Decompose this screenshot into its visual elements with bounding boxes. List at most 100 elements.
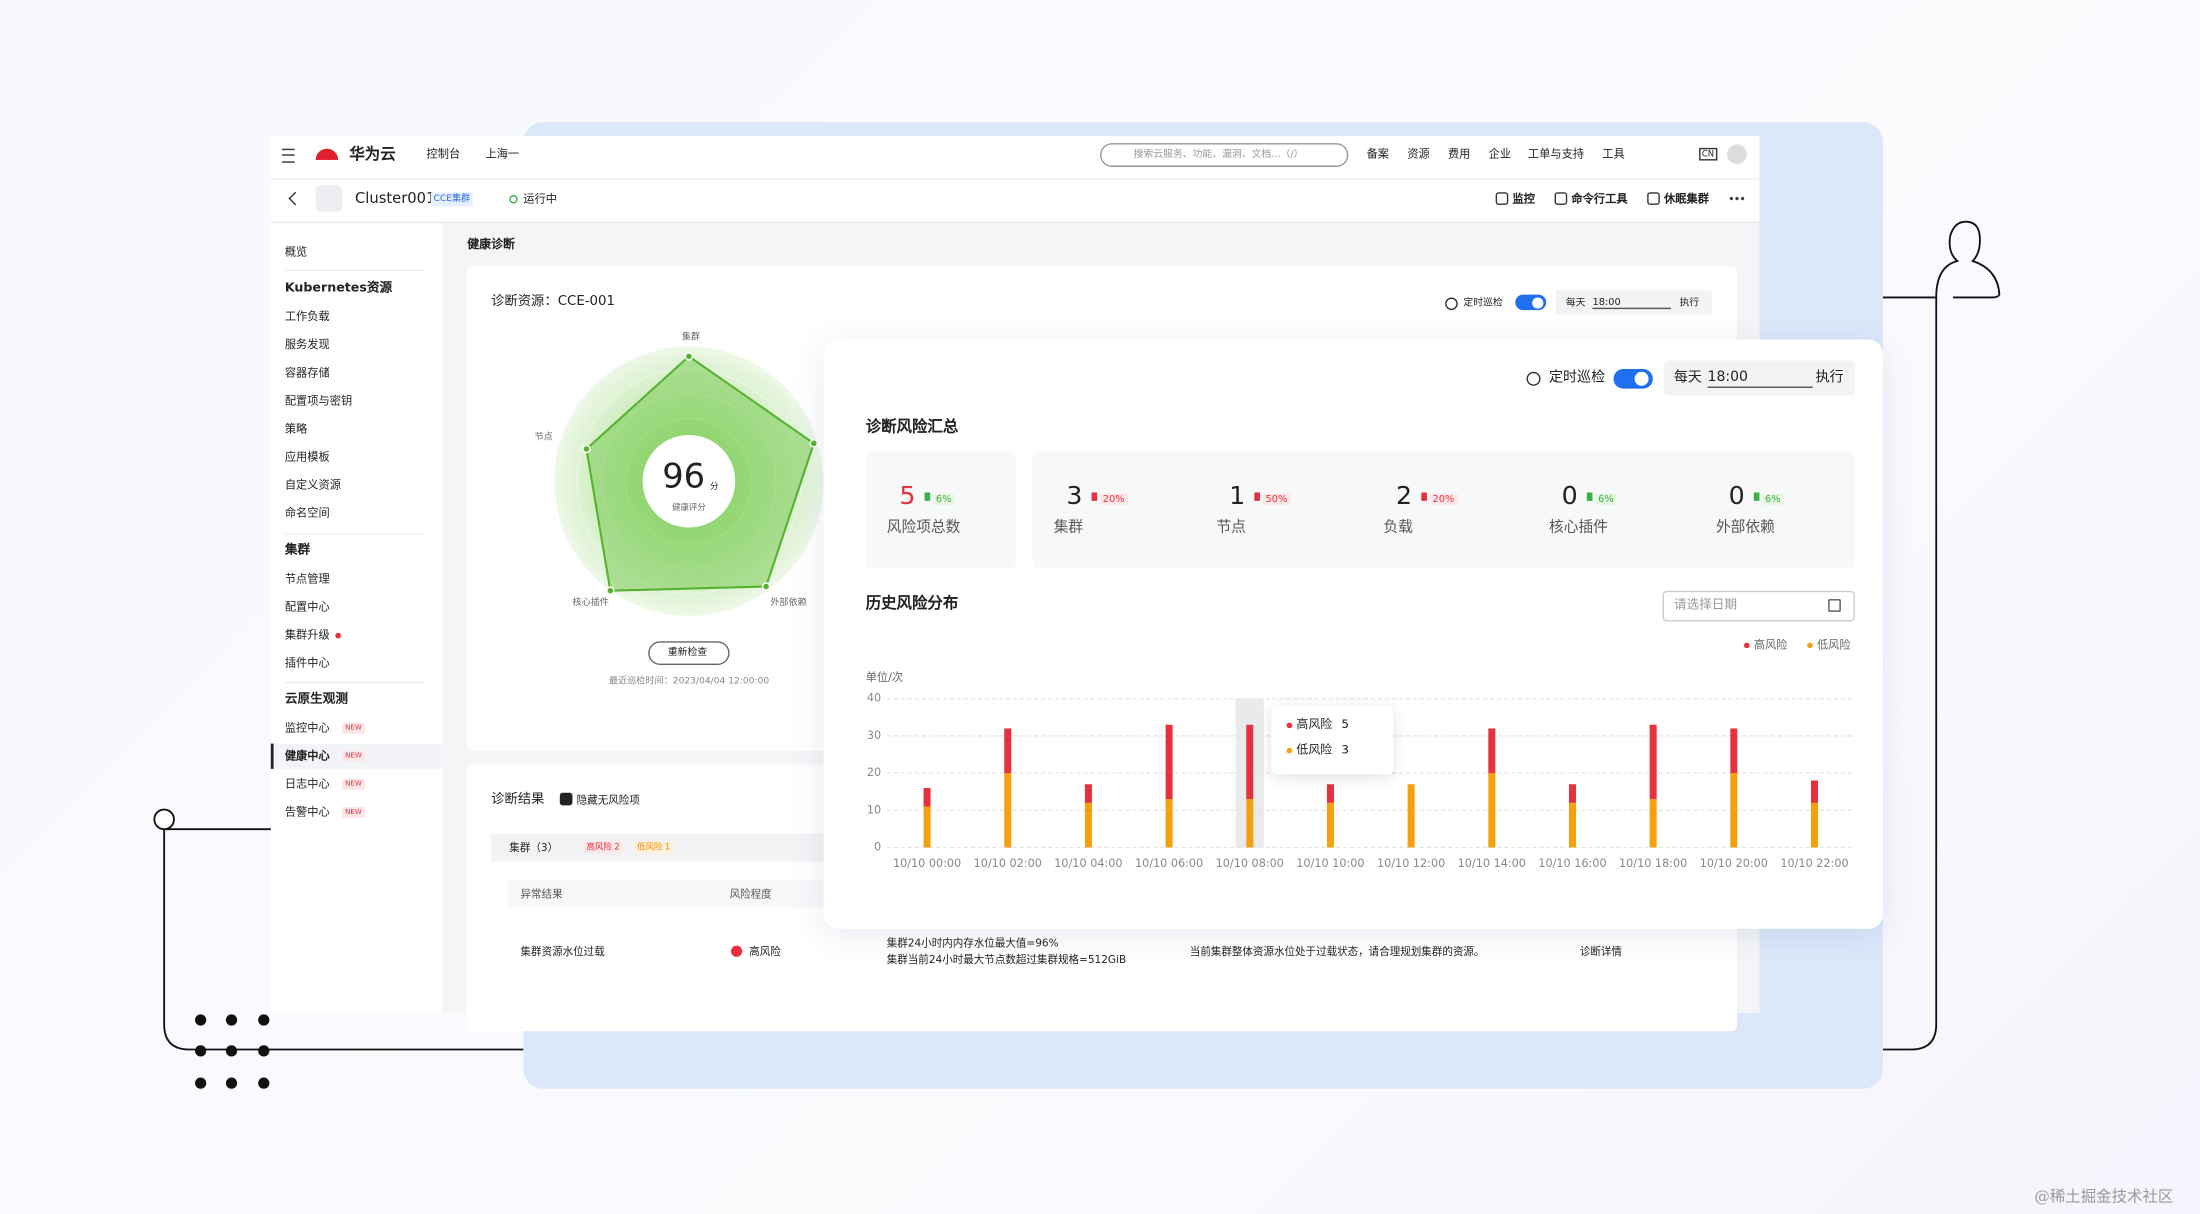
dot — [258, 1077, 270, 1089]
nav-item[interactable]: 监控中心 — [284, 721, 330, 735]
summary-card — [823, 339, 1883, 929]
top-link[interactable]: 企业 — [1488, 147, 1512, 161]
top-link[interactable]: 工单与支持 — [1527, 147, 1585, 161]
radar-label: 集群 — [681, 331, 701, 343]
toggle-knob — [1532, 296, 1544, 308]
nav-group-title: Kubernetes资源 — [284, 281, 393, 296]
clock-icon — [1526, 371, 1541, 386]
top-link[interactable]: 备案 — [1366, 147, 1390, 161]
row-link[interactable]: 诊断详情 — [1579, 944, 1622, 958]
stat-value: 2 — [1396, 481, 1413, 511]
hide-option: 隐藏无风险项 — [576, 793, 640, 807]
cluster-tag: CCE集群 — [430, 192, 474, 207]
y-tick-label: 40 — [867, 692, 881, 705]
bar-segment — [1004, 773, 1012, 848]
summary-title: 诊断风险汇总 — [865, 417, 959, 436]
x-tick-label: 10/10 06:00 — [1135, 857, 1203, 870]
nav-item[interactable]: 节点管理 — [284, 572, 330, 586]
run-button[interactable]: 执行 — [1815, 370, 1844, 386]
dot — [225, 1014, 238, 1026]
connector-line — [163, 829, 524, 1051]
recheck-button[interactable] — [648, 641, 730, 666]
new-badge: NEW — [342, 750, 365, 762]
nav-item[interactable]: 自定义资源 — [284, 478, 341, 492]
header-action[interactable]: 休眠集群 — [1664, 192, 1709, 206]
nav-item[interactable]: 日志中心 — [284, 777, 330, 791]
bar-segment — [1730, 773, 1738, 848]
health-score: 96 — [662, 456, 706, 497]
bar-segment — [1488, 728, 1496, 774]
unit-label: 单位/次 — [865, 670, 904, 684]
trend-icon — [1753, 492, 1760, 501]
y-tick-label: 20 — [867, 766, 881, 779]
search-box[interactable] — [1099, 143, 1349, 167]
row-detail: 集群24小时内内存水位最大值=96% — [886, 936, 1059, 950]
nav-item[interactable]: 应用模板 — [284, 450, 330, 464]
header-action[interactable]: 命令行工具 — [1571, 192, 1628, 206]
bar-segment — [1246, 799, 1254, 848]
legend-label: 高风险 — [1754, 637, 1788, 651]
nav-item[interactable]: 容器存储 — [284, 366, 330, 380]
menu-icon[interactable] — [282, 153, 295, 156]
menu-icon[interactable] — [282, 148, 295, 163]
radar-label: 节点 — [534, 430, 553, 443]
nav-item[interactable]: 策略 — [284, 422, 308, 436]
nav-item[interactable]: 集群升级 — [284, 628, 330, 642]
tooltip — [1271, 705, 1394, 775]
tooltip-swatch — [1286, 722, 1293, 729]
action-icon — [1554, 192, 1568, 205]
time-select[interactable] — [1664, 360, 1855, 396]
lang-switch[interactable]: CN — [1699, 147, 1717, 161]
nav-divider — [284, 681, 426, 684]
more-button[interactable] — [1728, 196, 1746, 201]
last-check: 最近巡检时间：2023/04/04 12:00:00 — [608, 675, 770, 687]
header-action[interactable]: 监控 — [1512, 192, 1535, 206]
checkbox[interactable] — [559, 792, 573, 806]
legend-swatch — [1807, 642, 1813, 649]
recheck-label[interactable]: 重新检查 — [667, 646, 708, 658]
nav-item[interactable]: 概览 — [284, 245, 308, 259]
bar-segment — [1568, 784, 1576, 803]
group-high: 高风险 2 — [583, 841, 623, 854]
nav-item[interactable]: 服务发现 — [284, 338, 330, 352]
dot — [195, 1077, 207, 1089]
person-icon — [1935, 220, 2001, 299]
radar-label: 核心插件 — [572, 596, 609, 608]
avatar[interactable] — [1727, 144, 1747, 165]
status-dot — [509, 195, 518, 204]
new-badge: NEW — [342, 806, 365, 818]
top-link[interactable]: 资源 — [1407, 147, 1430, 161]
nav-item[interactable]: 命名空间 — [284, 506, 330, 520]
console-link[interactable]: 控制台 — [426, 147, 461, 161]
nav-item[interactable]: 配置项与密钥 — [284, 394, 353, 408]
stat-change: 6% — [1762, 493, 1784, 506]
nav-item[interactable]: 健康中心 — [284, 749, 330, 763]
date-picker[interactable] — [1662, 590, 1855, 622]
top-link[interactable]: 工具 — [1602, 147, 1625, 161]
bar-segment — [1810, 780, 1819, 803]
new-badge: NEW — [342, 722, 365, 734]
topbar-divider — [270, 178, 1760, 180]
bar-segment — [1326, 784, 1334, 803]
nav-item[interactable]: 工作负载 — [284, 310, 330, 323]
stat-box — [865, 451, 1016, 569]
stat-value: 1 — [1229, 481, 1246, 511]
y-tick-label: 10 — [867, 803, 881, 816]
bar-segment — [1326, 802, 1334, 848]
cluster-name: Cluster001 — [354, 190, 436, 208]
top-link[interactable]: 费用 — [1447, 147, 1471, 161]
search-placeholder: 搜索云服务、功能、漏洞、文档...（/） — [1133, 148, 1304, 160]
history-title: 历史风险分布 — [865, 594, 959, 613]
nav-group-title: 云原生观测 — [284, 692, 348, 707]
connector-dot — [153, 808, 175, 831]
row-advice: 当前集群整体资源水位处于过载状态，请合理规划集群的资源。 — [1189, 944, 1485, 958]
nav-item[interactable]: 配置中心 — [284, 600, 330, 614]
nav-item[interactable]: 插件中心 — [284, 656, 330, 670]
region-select[interactable]: 上海一 — [485, 147, 520, 161]
run-button[interactable]: 执行 — [1679, 297, 1700, 309]
y-tick-label: 0 — [874, 840, 881, 853]
nav-item[interactable]: 告警中心 — [284, 805, 330, 819]
nav-divider — [284, 533, 426, 535]
tooltip-value: 5 — [1341, 718, 1349, 733]
